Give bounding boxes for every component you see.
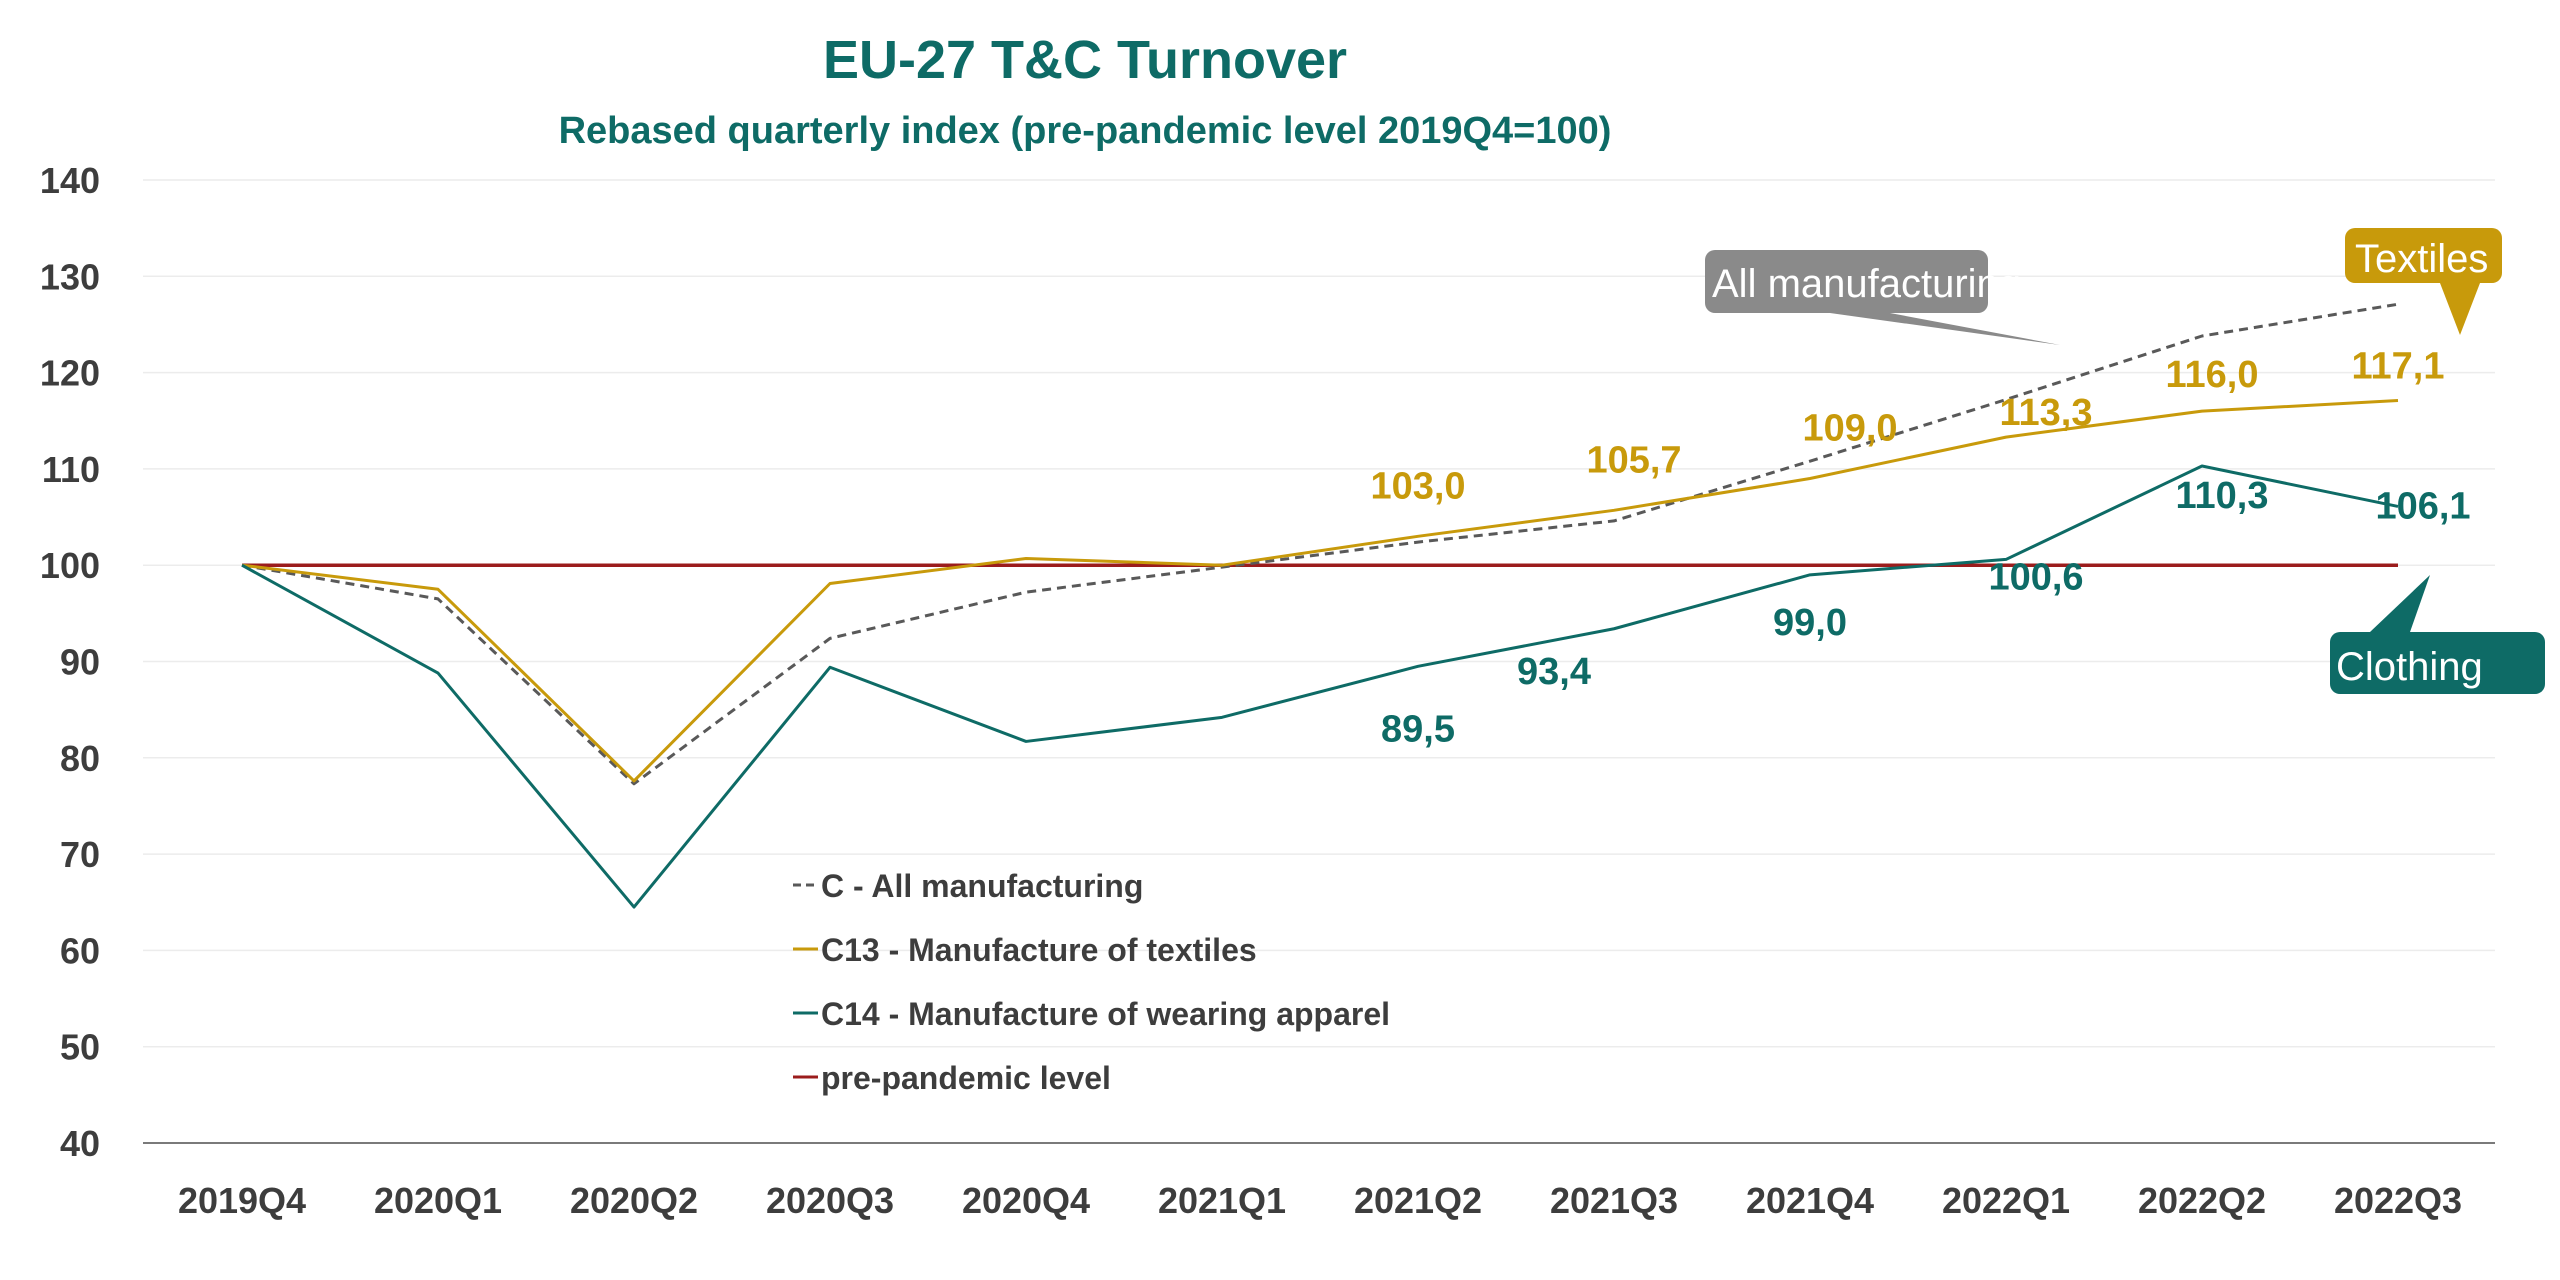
data-label-textiles: 117,1 (2352, 346, 2445, 388)
x-tick-label: 2021Q4 (1746, 1180, 1874, 1221)
series-line-apparel (241, 464, 2399, 909)
series-line-textiles (241, 399, 2399, 783)
y-tick-label: 90 (60, 642, 100, 683)
callout-apparel: Clothing (2330, 575, 2545, 694)
y-tick-label: 140 (40, 160, 100, 201)
x-tick-label: 2020Q1 (374, 1180, 502, 1221)
data-label-textiles: 116,0 (2166, 354, 2259, 396)
callout-pointer (2440, 283, 2480, 335)
y-tick-label: 40 (60, 1123, 100, 1164)
data-label-apparel: 93,4 (1517, 651, 1591, 693)
x-tick-label: 2022Q3 (2334, 1180, 2462, 1221)
callout-pointer (1830, 313, 2060, 345)
legend-label: pre-pandemic level (821, 1060, 1111, 1096)
callout-pointer (2370, 575, 2430, 632)
y-tick-label: 60 (60, 930, 100, 971)
data-label-textiles: 109,0 (1802, 408, 1897, 450)
legend: C - All manufacturing C13 - Manufacture o… (793, 868, 1390, 1096)
data-label-apparel: 99,0 (1773, 602, 1847, 644)
x-tick-label: 2019Q4 (178, 1180, 306, 1221)
series-lines (241, 302, 2399, 909)
y-tick-label: 130 (40, 256, 100, 297)
callout-label: Textiles (2355, 237, 2488, 281)
data-label-textiles: 113,3 (2000, 392, 2093, 434)
y-tick-label: 70 (60, 834, 100, 875)
data-label-apparel: 110,3 (2176, 475, 2269, 517)
y-tick-label: 80 (60, 738, 100, 779)
data-label-apparel: 106,1 (2375, 485, 2470, 527)
x-tick-label: 2022Q1 (1942, 1180, 2070, 1221)
x-tick-label: 2021Q3 (1550, 1180, 1678, 1221)
y-axis: 40 50 60 70 80 90 100 110 120 130 140 (40, 160, 100, 1164)
x-tick-label: 2020Q3 (766, 1180, 894, 1221)
data-label-apparel: 100,6 (1988, 556, 2083, 598)
x-tick-label: 2020Q2 (570, 1180, 698, 1221)
y-tick-label: 110 (42, 449, 100, 490)
series-line-manufacturing (241, 302, 2399, 786)
callout-box (1705, 250, 1988, 313)
data-label-apparel: 89,5 (1381, 708, 1455, 750)
legend-item-textiles: C13 - Manufacture of textiles (793, 932, 1257, 968)
callout-box (2345, 228, 2502, 283)
callout-label: Clothing (2336, 645, 2483, 689)
y-tick-label: 120 (40, 353, 100, 394)
legend-item-baseline: pre-pandemic level (793, 1060, 1111, 1096)
legend-item-apparel: C14 - Manufacture of wearing apparel (793, 996, 1390, 1032)
y-tick-label: 100 (40, 545, 100, 586)
data-label-textiles: 103,0 (1370, 465, 1465, 507)
data-label-textiles: 105,7 (1586, 439, 1681, 481)
legend-label: C14 - Manufacture of wearing apparel (821, 996, 1390, 1032)
y-tick-label: 50 (60, 1027, 100, 1068)
callout-textiles: Textiles (2345, 228, 2502, 335)
chart-subtitle: Rebased quarterly index (pre-pandemic le… (559, 110, 1612, 152)
data-labels: 103,0 105,7 109,0 113,3 116,0 117,1 89,5 93,4 99… (1370, 346, 2470, 751)
x-tick-label: 2021Q1 (1158, 1180, 1286, 1221)
x-tick-label: 2021Q2 (1354, 1180, 1482, 1221)
chart-title: EU-27 T&C Turnover (823, 30, 1347, 90)
x-tick-label: 2022Q2 (2138, 1180, 2266, 1221)
legend-item-manufacturing: C - All manufacturing (793, 868, 1143, 904)
callout-box (2330, 632, 2545, 694)
x-axis: 2019Q4 2020Q1 2020Q2 2020Q3 2020Q4 2021Q1 2021… (178, 1180, 2462, 1221)
x-tick-label: 2020Q4 (962, 1180, 1090, 1221)
legend-label: C - All manufacturing (821, 868, 1143, 904)
callouts: All manufacturing Textiles Clothing (1705, 228, 2545, 694)
callout-manufacturing: All manufacturing (1705, 250, 2060, 345)
callout-label: All manufacturing (1712, 262, 2021, 306)
legend-label: C13 - Manufacture of textiles (821, 932, 1257, 968)
